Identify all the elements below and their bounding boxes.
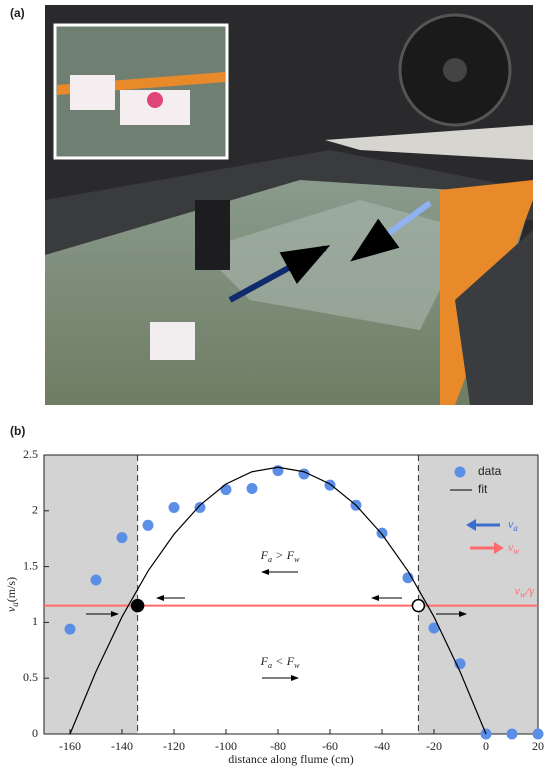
region-label-part: > (276, 548, 283, 562)
y-tick-label: 0.5 (23, 670, 38, 684)
y-tick-label: 1 (32, 614, 38, 628)
data-point (506, 728, 518, 740)
y-axis-label-part: a (10, 602, 20, 607)
x-tick-label: -120 (163, 739, 185, 753)
y-tick-label: 2.5 (23, 447, 38, 461)
threshold-label-part: /γ (525, 583, 534, 597)
x-tick-label: 20 (532, 739, 544, 753)
x-tick-label: -80 (270, 739, 286, 753)
y-tick-label: 2 (32, 503, 38, 517)
data-point (194, 501, 206, 513)
x-tick-label: -20 (426, 739, 442, 753)
threshold-label: vw/γ (515, 583, 535, 599)
y-axis-label-part: v (4, 606, 18, 612)
x-axis-label: distance along flume (cm) (228, 752, 354, 766)
legend-label-part: v (508, 517, 514, 531)
annotation-arrows (86, 569, 467, 681)
threshold-label-part: w (520, 590, 526, 600)
y-tick-label: 0 (32, 726, 38, 740)
legend-label: data (478, 464, 502, 478)
plot-frame (43, 454, 539, 735)
data-point (142, 519, 154, 531)
legend-label-part: a (513, 523, 518, 533)
legend-arrowhead (466, 519, 476, 531)
x-tick-label: -160 (59, 739, 81, 753)
threshold-label-part: v (515, 583, 521, 597)
data-point (246, 482, 258, 494)
crossing-point (130, 598, 145, 613)
data-point (168, 501, 180, 513)
data-point (90, 574, 102, 586)
panel-label: (a) (10, 6, 25, 20)
legend-marker (454, 466, 466, 478)
region-label-part: F (260, 548, 269, 562)
fit-line (69, 466, 487, 735)
x-tick-label: 0 (483, 739, 489, 753)
region-label: Fa > Fw (260, 548, 300, 564)
region-label-part: F (286, 548, 295, 562)
region-label: Fa < Fw (260, 654, 300, 670)
photo (45, 5, 533, 405)
region-label-part: F (260, 654, 269, 668)
y-axis-label-part: (m/s) (4, 577, 18, 602)
data-point (220, 484, 232, 496)
region-label-part: < (276, 654, 283, 668)
region-label-part: w (294, 661, 300, 670)
legend-label-part: v (508, 540, 514, 554)
data-point (116, 532, 128, 544)
panel-label: (b) (10, 424, 25, 438)
legend-label: va (508, 517, 518, 533)
legend-label: fit (478, 482, 488, 496)
shaded-region (44, 455, 138, 734)
x-tick-label: -40 (374, 739, 390, 753)
x-tick-label: -100 (215, 739, 237, 753)
region-label-part: w (294, 555, 300, 564)
data-point (532, 728, 544, 740)
x-tick-label: -140 (111, 739, 133, 753)
crossing-point (411, 598, 426, 613)
region-label-part: a (268, 555, 272, 564)
legend-label: vw (508, 540, 519, 556)
region-label-part: F (286, 654, 295, 668)
data-point (324, 479, 336, 491)
data-point (64, 623, 76, 635)
x-tick-label: -60 (322, 739, 338, 753)
y-axis-label: va(m/s) (4, 577, 20, 612)
shaded-region (418, 455, 538, 734)
region-label-part: a (268, 661, 272, 670)
y-tick-label: 1.5 (23, 558, 38, 572)
data-point (428, 622, 440, 634)
legend-arrowhead (494, 542, 504, 554)
legend-label-part: w (513, 546, 519, 556)
